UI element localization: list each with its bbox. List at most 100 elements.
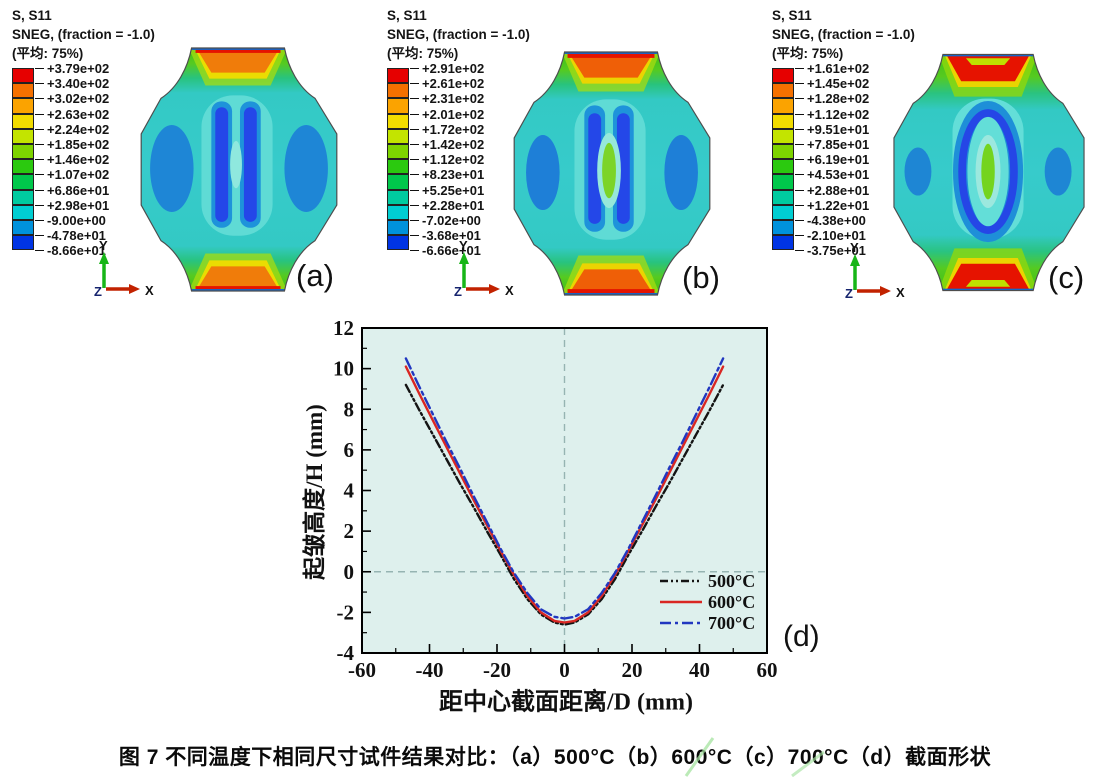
legend-color-swatch	[387, 235, 409, 251]
series-500°C	[404, 383, 725, 626]
legend-avg: (平均: 75%)	[387, 46, 459, 61]
legend-title: S, S11	[387, 8, 427, 23]
svg-text:Y: Y	[99, 238, 108, 253]
legend-title: S, S11	[772, 8, 812, 23]
legend-color-swatch	[12, 144, 34, 160]
legend-value: -6.66e+01	[410, 243, 481, 258]
x-tick-label: 0	[559, 658, 570, 682]
legend-value: +5.25e+01	[410, 183, 484, 198]
legend-value: +7.85e+01	[795, 137, 869, 152]
legend-subtitle: SNEG, (fraction = -1.0)	[772, 27, 915, 42]
legend-value: +1.45e+02	[795, 76, 869, 91]
legend-value: +2.63e+02	[35, 107, 109, 122]
legend-color-swatch	[772, 174, 794, 190]
legend-color-swatch	[12, 128, 34, 144]
legend-color-swatch	[772, 83, 794, 99]
legend-color-swatch	[772, 159, 794, 175]
chart-x-axis-label: 距中心截面距离/D (mm)	[439, 689, 693, 716]
abaqus-legend-c: S, S11 SNEG, (fraction = -1.0) (平均: 75%)…	[772, 6, 932, 258]
legend-colorbar: +1.61e+02 +1.45e+02 +1.28e+02 +1.12e+02 +9.5…	[772, 61, 912, 262]
legend-color-swatch	[387, 83, 409, 99]
legend-subtitle: SNEG, (fraction = -1.0)	[12, 27, 155, 42]
legend-value: +1.28e+02	[795, 91, 869, 106]
legend-color-swatch	[387, 159, 409, 175]
chart-legend-label: 600°C	[708, 592, 755, 612]
legend-value: +3.40e+02	[35, 76, 109, 91]
mid-stress-features	[526, 99, 698, 240]
legend-value: -7.02e+00	[410, 213, 481, 228]
y-tick-label: -4	[337, 641, 355, 665]
mid-stress-features	[904, 98, 1072, 243]
legend-value: +2.31e+02	[410, 91, 484, 106]
legend-value: -4.38e+00	[795, 213, 866, 228]
legend-value: +1.85e+02	[35, 137, 109, 152]
legend-color-swatch	[387, 189, 409, 205]
legend-color-swatch	[387, 128, 409, 144]
chart-legend-label: 500°C	[708, 571, 755, 591]
legend-color-swatch	[772, 220, 794, 236]
y-tick-label: 2	[344, 519, 355, 543]
legend-value: +3.79e+02	[35, 61, 109, 76]
y-tick-label: 8	[344, 397, 355, 421]
mid-stress-features	[150, 95, 328, 236]
axis-triad-icon: Y Z X	[454, 238, 514, 299]
legend-value: +8.23e+01	[410, 167, 484, 182]
contour-plot-c	[893, 53, 1085, 292]
legend-color-swatch	[387, 174, 409, 190]
x-tick-label: 20	[622, 658, 643, 682]
svg-text:Z: Z	[845, 286, 853, 301]
legend-color-swatch	[387, 144, 409, 160]
figure-caption: 图 7 不同温度下相同尺寸试件结果对比：（a）500°C（b）600°C（c）7…	[118, 746, 992, 769]
svg-text:Y: Y	[459, 238, 468, 253]
y-tick-label: -2	[337, 600, 355, 624]
legend-color-swatch	[387, 68, 409, 84]
legend-value: +1.12e+02	[795, 107, 869, 122]
y-tick-label: 12	[333, 318, 354, 340]
legend-value: +4.53e+01	[795, 167, 869, 182]
panel-label-d: (d)	[783, 620, 820, 653]
svg-text:X: X	[896, 285, 905, 300]
legend-color-swatch	[12, 68, 34, 84]
legend-value: -9.00e+00	[35, 213, 106, 228]
legend-colorbar: +2.91e+02 +2.61e+02 +2.31e+02 +2.01e+02 +1.7…	[387, 61, 527, 262]
legend-value: +6.86e+01	[35, 183, 109, 198]
legend-value: +2.24e+02	[35, 122, 109, 137]
neck-stress-bands	[939, 54, 1037, 97]
x-tick-label: -60	[348, 658, 376, 682]
svg-text:Z: Z	[94, 284, 102, 299]
legend-title: S, S11	[12, 8, 52, 23]
legend-color-swatch	[387, 98, 409, 114]
x-tick-label: 40	[689, 658, 710, 682]
legend-colorbar: +3.79e+02 +3.40e+02 +3.02e+02 +2.63e+02 +2.2…	[12, 61, 152, 262]
neck-stress-bands	[562, 51, 660, 92]
x-tick-label: 60	[757, 658, 778, 682]
series-700°C	[404, 357, 725, 620]
legend-color-swatch	[12, 113, 34, 129]
x-tick-label: -20	[483, 658, 511, 682]
chart-legend-label: 700°C	[708, 613, 755, 633]
legend-value: -3.75e+01	[795, 243, 866, 258]
legend-color-swatch	[772, 128, 794, 144]
legend-color-swatch	[772, 113, 794, 129]
legend-value: +2.91e+02	[410, 61, 484, 76]
panel-label-a: (a)	[296, 258, 334, 293]
legend-color-swatch	[12, 159, 34, 175]
legend-value: +1.61e+02	[795, 61, 869, 76]
legend-color-swatch	[12, 204, 34, 220]
y-tick-label: 4	[344, 479, 355, 503]
legend-value: +1.12e+02	[410, 152, 484, 167]
legend-color-swatch	[772, 68, 794, 84]
legend-value: -2.10e+01	[795, 228, 866, 243]
abaqus-legend-b: S, S11 SNEG, (fraction = -1.0) (平均: 75%)…	[387, 6, 547, 258]
abaqus-legend-a: S, S11 SNEG, (fraction = -1.0) (平均: 75%)…	[12, 6, 172, 258]
axis-triad-icon: Y Z X	[845, 240, 905, 301]
svg-text:Z: Z	[454, 284, 462, 299]
legend-color-swatch	[12, 83, 34, 99]
series-600°C	[404, 365, 725, 624]
y-tick-label: 6	[344, 438, 355, 462]
svg-text:Y: Y	[850, 240, 859, 255]
contour-plot-a	[140, 47, 338, 292]
legend-color-swatch	[772, 144, 794, 160]
neck-stress-bands	[189, 47, 287, 86]
legend-color-swatch	[772, 98, 794, 114]
